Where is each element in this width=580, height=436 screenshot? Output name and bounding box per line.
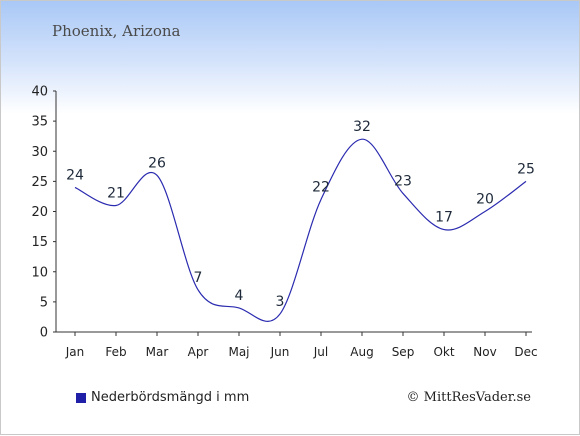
y-tick-label: 0 [40,326,48,341]
data-label: 26 [148,155,166,171]
data-label: 4 [235,288,244,304]
x-tick-label: Mar [146,345,169,359]
y-tick-label: 5 [40,295,48,310]
data-label: 7 [194,270,203,286]
x-tick-label: Jun [270,345,290,359]
legend-swatch [76,392,86,403]
x-tick-label: Nov [473,345,496,359]
x-tick-label: Jan [65,345,85,359]
data-label: 22 [312,179,330,195]
y-tick-label: 20 [31,205,48,220]
data-label: 20 [476,192,494,208]
data-label: 24 [66,167,84,183]
y-tick-label: 25 [31,175,48,190]
x-tick-label: Apr [188,345,209,359]
x-tick-label: Sep [392,345,415,359]
series-line [74,138,527,322]
x-tick-label: Jul [313,345,328,359]
credit-text: © MittResVader.se [406,390,531,405]
data-label: 25 [517,161,535,177]
y-tick-label: 10 [31,265,48,280]
data-label: 17 [435,210,453,226]
data-label: 21 [107,185,125,201]
x-tick-label: Maj [228,345,249,359]
data-label: 23 [394,173,412,189]
x-tick-label: Feb [105,345,126,359]
legend: Nederbördsmängd i mm [76,390,249,405]
data-label: 32 [353,119,371,135]
x-tick-label: Okt [433,345,454,359]
chart-title: Phoenix, Arizona [52,22,181,40]
y-tick-label: 15 [31,235,48,250]
data-label: 3 [276,294,285,310]
legend-label: Nederbördsmängd i mm [91,390,250,405]
x-tick-label: Aug [350,345,373,359]
y-tick-label: 30 [31,145,48,160]
y-tick-label: 35 [31,115,48,130]
x-tick-label: Dec [514,345,537,359]
y-tick-label: 40 [31,85,48,100]
